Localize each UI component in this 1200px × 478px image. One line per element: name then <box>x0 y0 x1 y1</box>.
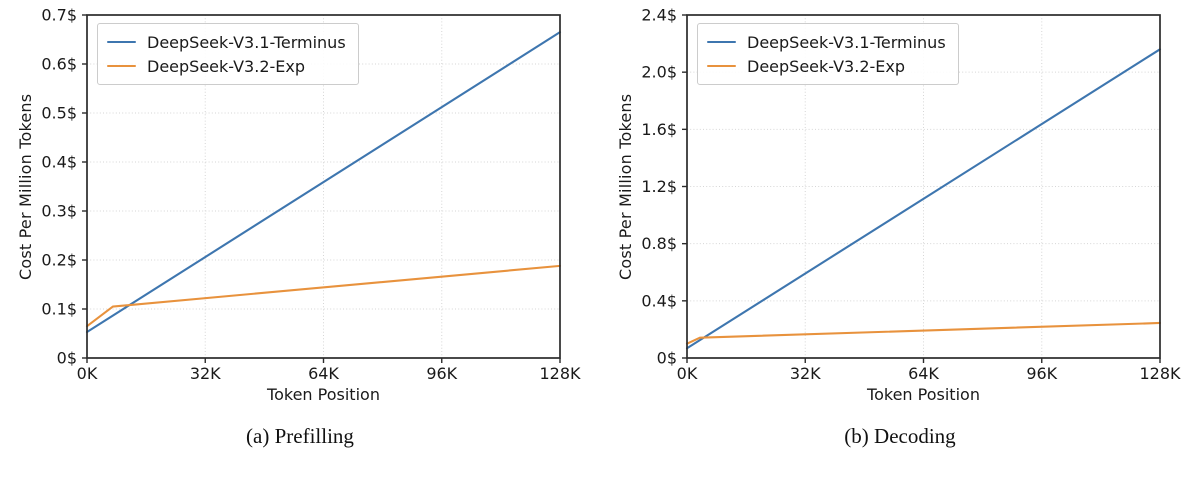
series-line-deepseek-v3-2-exp <box>85 264 562 328</box>
y-tick-label: 0.8$ <box>641 234 677 253</box>
legend-item-v32-exp: DeepSeek-V3.2-Exp <box>107 54 346 78</box>
legend-label-v32-exp: DeepSeek-V3.2-Exp <box>747 56 906 76</box>
y-tick-label: 1.2$ <box>641 177 677 196</box>
x-tick-label: 0K <box>677 364 698 383</box>
decoding-x-axis-label: Token Position <box>867 385 980 404</box>
blue-line-swatch <box>707 40 736 44</box>
legend-item-v31-terminus: DeepSeek-V3.1-Terminus <box>707 30 946 54</box>
legend-item-v32-exp: DeepSeek-V3.2-Exp <box>707 54 946 78</box>
y-tick-label: 0.4$ <box>41 153 77 172</box>
legend-label-v32-exp: DeepSeek-V3.2-Exp <box>147 56 306 76</box>
prefilling-x-axis-label: Token Position <box>267 385 380 404</box>
series-line-deepseek-v3-1-terminus <box>685 48 1162 350</box>
decoding-y-axis-label: Cost Per Million Tokens <box>616 93 635 280</box>
blue-line-swatch <box>107 40 136 44</box>
legend-item-v31-terminus: DeepSeek-V3.1-Terminus <box>107 30 346 54</box>
prefilling-y-axis-label: Cost Per Million Tokens <box>16 93 35 280</box>
y-tick-label: 0.4$ <box>641 291 677 310</box>
series-line-deepseek-v3-1-terminus <box>85 31 562 334</box>
y-tick-label: 0.3$ <box>41 202 77 221</box>
y-tick-label: 0.1$ <box>41 300 77 319</box>
prefilling-caption: (a) Prefilling <box>246 424 354 448</box>
prefilling-plot-area: 0K 32K 64K 96K 128K 0$ 0.1$ 0.2$ 0.3$ 0.4$ 0.5$ 0.6… <box>41 6 581 384</box>
y-tick-label: 2.0$ <box>641 63 677 82</box>
x-tick-label: 128K <box>539 364 581 383</box>
y-tick-label: 0.7$ <box>41 6 77 25</box>
legend-label-v31-terminus: DeepSeek-V3.1-Terminus <box>747 32 946 52</box>
y-tick-label: 2.4$ <box>641 6 677 25</box>
series-line-deepseek-v3-2-exp <box>685 321 1162 345</box>
orange-line-swatch <box>707 64 736 68</box>
x-tick-label: 96K <box>426 364 457 383</box>
legend-label-v31-terminus: DeepSeek-V3.1-Terminus <box>147 32 346 52</box>
orange-line-swatch <box>107 64 136 68</box>
x-tick-label: 32K <box>790 364 821 383</box>
x-tick-label: 32K <box>190 364 221 383</box>
x-tick-label: 64K <box>908 364 939 383</box>
decoding-plot-area: 0K 32K 64K 96K 128K 0$ 0.4$ 0.8$ 1.2$ 1.6$ 2.0$ 2.4… <box>641 6 1181 384</box>
y-tick-label: 0$ <box>57 349 77 368</box>
x-tick-label: 64K <box>308 364 339 383</box>
decoding-legend: DeepSeek-V3.1-Terminus DeepSeek-V3.2-Exp <box>697 23 959 85</box>
x-tick-label: 128K <box>1139 364 1181 383</box>
prefilling-legend: DeepSeek-V3.1-Terminus DeepSeek-V3.2-Exp <box>97 23 359 85</box>
y-tick-label: 0.5$ <box>41 104 77 123</box>
chart-prefilling: 0K 32K 64K 96K 128K 0$ 0.1$ 0.2$ 0.3$ 0.4$ 0.5$ 0.6… <box>16 6 581 449</box>
y-tick-label: 1.6$ <box>641 120 677 139</box>
decoding-caption: (b) Decoding <box>844 424 956 448</box>
y-tick-label: 0$ <box>657 349 677 368</box>
x-tick-label: 96K <box>1026 364 1057 383</box>
y-tick-label: 0.6$ <box>41 55 77 74</box>
x-tick-label: 0K <box>77 364 98 383</box>
y-tick-label: 0.2$ <box>41 251 77 270</box>
chart-decoding: 0K 32K 64K 96K 128K 0$ 0.4$ 0.8$ 1.2$ 1.6$ 2.0$ 2.4… <box>600 0 1200 478</box>
